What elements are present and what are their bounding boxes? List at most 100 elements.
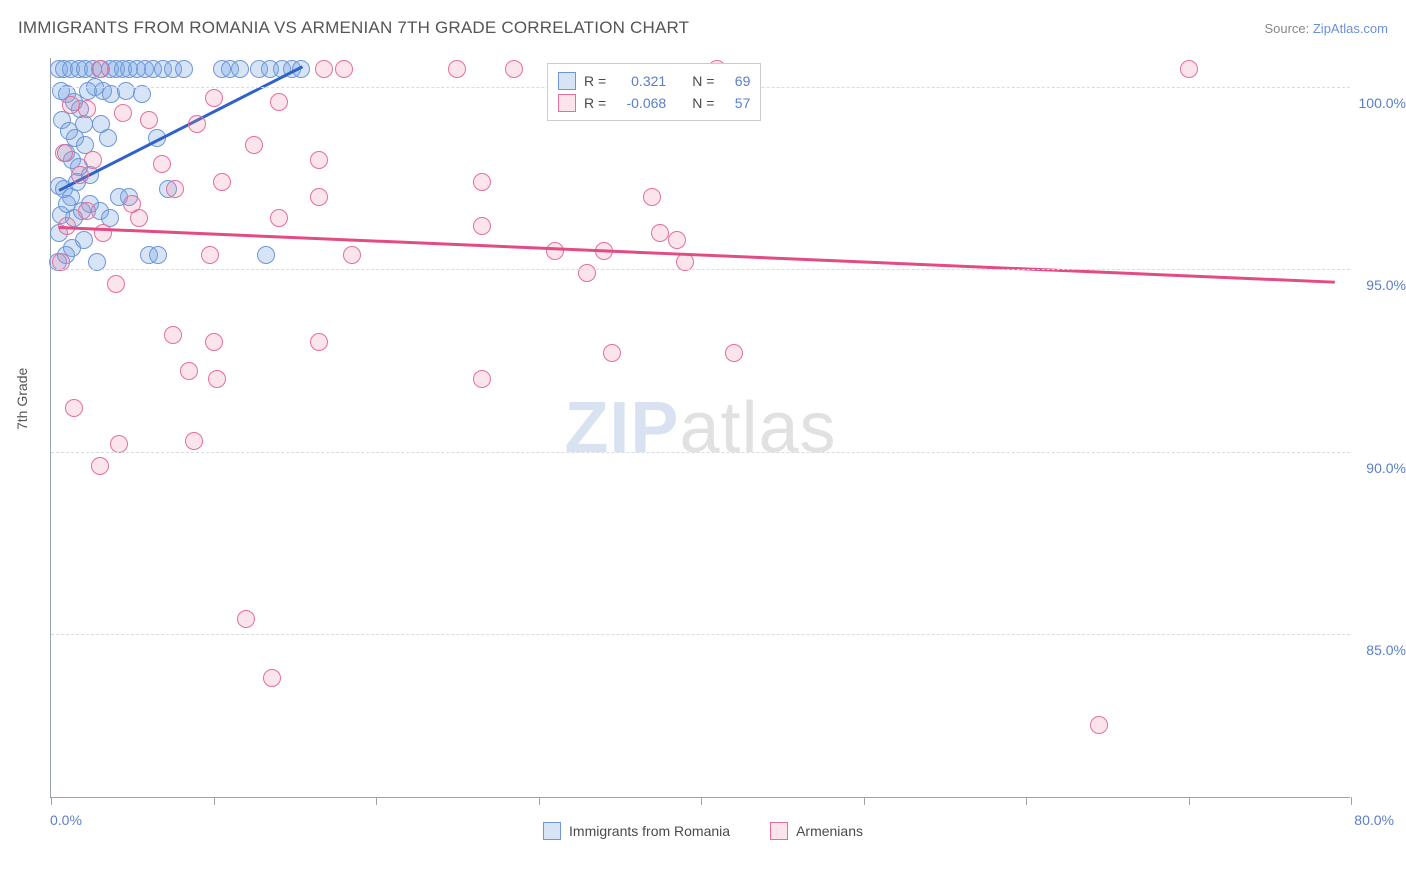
scatter-point (140, 111, 158, 129)
scatter-point (52, 253, 70, 271)
scatter-point (91, 60, 109, 78)
legend-label: Immigrants from Romania (569, 823, 730, 839)
stat-value-r: 0.321 (614, 70, 666, 92)
x-tick (864, 797, 865, 805)
scatter-plot-area: ZIPatlas 85.0%90.0%95.0%100.0% (50, 58, 1350, 798)
scatter-point (78, 202, 96, 220)
scatter-point (107, 275, 125, 293)
scatter-point (473, 173, 491, 191)
scatter-point (473, 217, 491, 235)
stat-label-n: N = (692, 92, 714, 114)
series-legend: Immigrants from Romania Armenians (0, 822, 1406, 840)
scatter-point (231, 60, 249, 78)
scatter-point (257, 246, 275, 264)
scatter-point (123, 195, 141, 213)
source-prefix: Source: (1264, 21, 1312, 36)
scatter-point (164, 326, 182, 344)
scatter-point (578, 264, 596, 282)
scatter-point (676, 253, 694, 271)
scatter-point (166, 180, 184, 198)
scatter-point (343, 246, 361, 264)
y-tick-label: 90.0% (1354, 460, 1406, 476)
scatter-point (175, 60, 193, 78)
scatter-point (213, 173, 231, 191)
scatter-point (65, 399, 83, 417)
scatter-point (114, 104, 132, 122)
scatter-point (315, 60, 333, 78)
scatter-point (1090, 716, 1108, 734)
stat-value-n: 57 (722, 92, 750, 114)
scatter-point (237, 610, 255, 628)
scatter-point (668, 231, 686, 249)
scatter-point (84, 151, 102, 169)
scatter-point (603, 344, 621, 362)
scatter-point (205, 333, 223, 351)
scatter-point (88, 253, 106, 271)
x-tick (539, 797, 540, 805)
scatter-point (75, 231, 93, 249)
scatter-point (55, 144, 73, 162)
scatter-point (208, 370, 226, 388)
chart-header: IMMIGRANTS FROM ROMANIA VS ARMENIAN 7TH … (18, 18, 1388, 38)
x-tick (1026, 797, 1027, 805)
scatter-point (153, 155, 171, 173)
legend-swatch-icon (558, 94, 576, 112)
y-axis-title: 7th Grade (14, 368, 30, 430)
stat-value-r: -0.068 (614, 92, 666, 114)
scatter-point (310, 151, 328, 169)
scatter-points-layer (51, 58, 1350, 797)
x-tick (214, 797, 215, 805)
scatter-point (78, 100, 96, 118)
stat-label-r: R = (584, 92, 606, 114)
scatter-point (643, 188, 661, 206)
scatter-point (310, 188, 328, 206)
scatter-point (201, 246, 219, 264)
scatter-point (270, 93, 288, 111)
scatter-point (725, 344, 743, 362)
scatter-point (71, 166, 89, 184)
scatter-point (91, 457, 109, 475)
scatter-point (92, 115, 110, 133)
scatter-point (245, 136, 263, 154)
stats-legend-row: R = 0.321 N = 69 (558, 70, 750, 92)
scatter-point (205, 89, 223, 107)
source-link[interactable]: ZipAtlas.com (1313, 21, 1388, 36)
gridline-h (51, 452, 1350, 453)
x-tick (1189, 797, 1190, 805)
scatter-point (448, 60, 466, 78)
correlation-stats-legend: R = 0.321 N = 69 R = -0.068 N = 57 (547, 63, 761, 121)
legend-label: Armenians (796, 823, 863, 839)
legend-item: Armenians (770, 822, 863, 840)
stat-label-r: R = (584, 70, 606, 92)
trend-line (59, 226, 1335, 283)
x-tick (376, 797, 377, 805)
legend-swatch-icon (543, 822, 561, 840)
scatter-point (110, 435, 128, 453)
stat-label-n: N = (692, 70, 714, 92)
scatter-point (62, 96, 80, 114)
source-attribution: Source: ZipAtlas.com (1264, 21, 1388, 36)
x-tick (701, 797, 702, 805)
y-tick-label: 85.0% (1354, 642, 1406, 658)
scatter-point (188, 115, 206, 133)
scatter-point (263, 669, 281, 687)
scatter-point (310, 333, 328, 351)
gridline-h (51, 269, 1350, 270)
scatter-point (180, 362, 198, 380)
scatter-point (473, 370, 491, 388)
chart-title: IMMIGRANTS FROM ROMANIA VS ARMENIAN 7TH … (18, 18, 689, 38)
y-tick-label: 100.0% (1354, 95, 1406, 111)
scatter-point (185, 432, 203, 450)
scatter-point (1180, 60, 1198, 78)
scatter-point (505, 60, 523, 78)
stat-value-n: 69 (722, 70, 750, 92)
legend-item: Immigrants from Romania (543, 822, 730, 840)
scatter-point (117, 82, 135, 100)
gridline-h (51, 634, 1350, 635)
y-tick-label: 95.0% (1354, 277, 1406, 293)
x-tick (51, 797, 52, 805)
legend-swatch-icon (558, 72, 576, 90)
scatter-point (335, 60, 353, 78)
scatter-point (546, 242, 564, 260)
x-tick (1351, 797, 1352, 805)
